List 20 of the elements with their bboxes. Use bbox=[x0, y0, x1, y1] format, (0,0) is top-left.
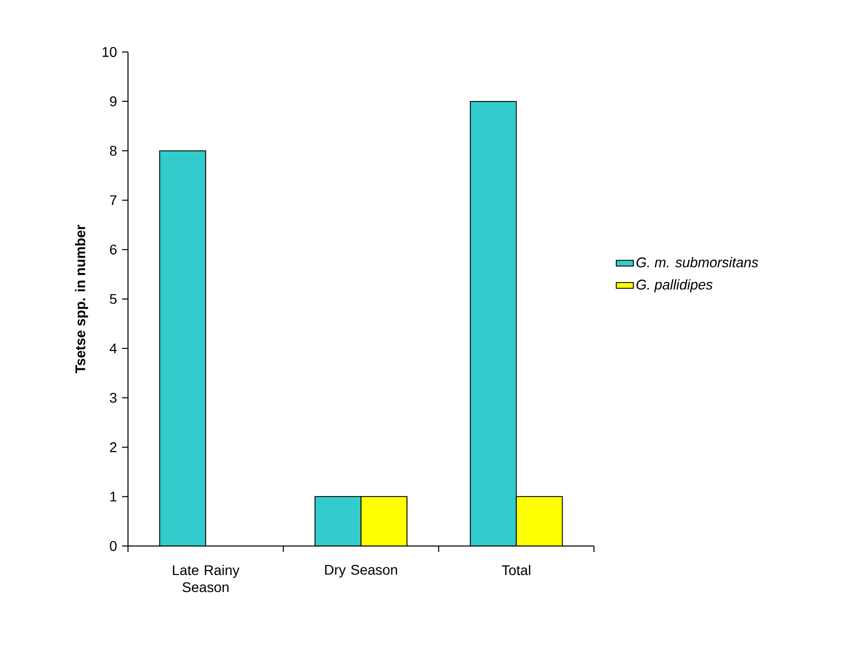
y-tick-label: 7 bbox=[110, 195, 116, 206]
y-tick-label: 1 bbox=[110, 492, 116, 502]
y-tick-label: 8 bbox=[110, 146, 117, 156]
bar bbox=[470, 100, 517, 546]
y-axis-title: Tsetse spp. in number bbox=[74, 224, 88, 374]
y-tick-label: 4 bbox=[110, 344, 117, 354]
legend-label: G. pallidipes bbox=[636, 279, 713, 292]
y-tick-label: 3 bbox=[110, 392, 117, 403]
y-tick-label: 0 bbox=[110, 541, 117, 551]
y-tick-label: 9 bbox=[110, 96, 116, 106]
y-tick-label: 2 bbox=[110, 442, 116, 452]
y-tick-label: 5 bbox=[110, 294, 117, 304]
x-tick-label: Late Rainy Season bbox=[172, 564, 240, 592]
bar bbox=[315, 496, 362, 546]
y-tick-label: 10 bbox=[102, 47, 117, 57]
x-tick-label: Dry Season bbox=[325, 564, 398, 578]
y-tick-label: 6 bbox=[110, 244, 117, 255]
legend-label: G. m. submorsitans bbox=[636, 257, 758, 268]
bar bbox=[160, 150, 206, 546]
x-tick-label: Total bbox=[502, 564, 530, 576]
